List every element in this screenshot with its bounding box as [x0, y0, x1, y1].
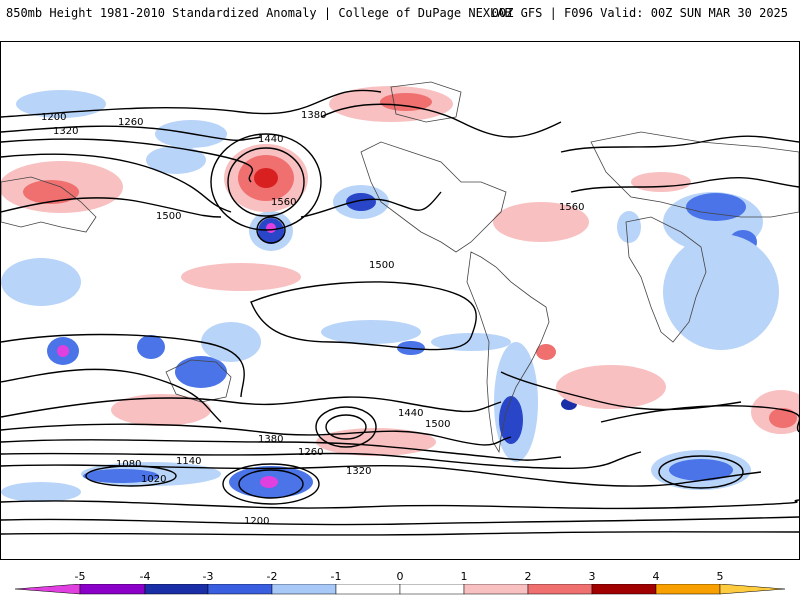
contour-label: 1260 — [298, 447, 323, 458]
contour-label: 1140 — [176, 456, 201, 467]
map-panel: 1200 1260 1320 1380 1440 1500 1560 1500 … — [0, 41, 800, 560]
colorbar-label: 3 — [588, 570, 596, 583]
contour-label: 1200 — [244, 516, 269, 527]
colorbar-label: -3 — [202, 570, 214, 583]
contour-label: 1020 — [141, 474, 166, 485]
colorbar-label: 1 — [460, 570, 468, 583]
positive-anomaly-shading — [1, 86, 799, 456]
contour-label: 1320 — [53, 126, 78, 137]
colorbar-scale — [14, 584, 786, 595]
negative-anomaly-shading — [1, 90, 779, 502]
contour-label: 1380 — [301, 110, 326, 121]
map-title: 850mb Height 1981-2010 Standardized Anom… — [6, 6, 512, 20]
contour-label: 1200 — [41, 112, 66, 123]
contour-label: 1080 — [116, 459, 141, 470]
contour-label: 1500 — [156, 211, 181, 222]
contour-labels: 1200 1260 1320 1380 1440 1500 1560 1500 … — [41, 110, 584, 527]
colorbar-label: 4 — [652, 570, 660, 583]
contour-label: 1320 — [346, 466, 371, 477]
contour-label: 1440 — [258, 134, 283, 145]
colorbar-label: -1 — [330, 570, 342, 583]
contour-label: 1440 — [398, 408, 423, 419]
map-canvas: 1200 1260 1320 1380 1440 1500 1560 1500 … — [1, 81, 799, 536]
colorbar-label: 5 — [716, 570, 724, 583]
colorbar-label: -5 — [74, 570, 86, 583]
colorbar-label: 2 — [524, 570, 532, 583]
colorbar: -5 -4 -3 -2 -1 0 1 2 3 4 5 — [0, 570, 800, 600]
colorbar-label: -2 — [266, 570, 278, 583]
run-info: 00Z GFS | F096 Valid: 00Z SUN MAR 30 202… — [491, 6, 788, 20]
contour-label: 1500 — [369, 260, 394, 271]
contour-label: 1560 — [559, 202, 584, 213]
height-contours — [1, 89, 799, 536]
contour-label: 1560 — [271, 197, 296, 208]
contour-label: 1260 — [118, 117, 143, 128]
colorbar-label: 0 — [396, 570, 404, 583]
header: 850mb Height 1981-2010 Standardized Anom… — [0, 0, 800, 24]
colorbar-label: -4 — [139, 570, 151, 583]
contour-label: 1380 — [258, 434, 283, 445]
contour-label: 1500 — [425, 419, 450, 430]
